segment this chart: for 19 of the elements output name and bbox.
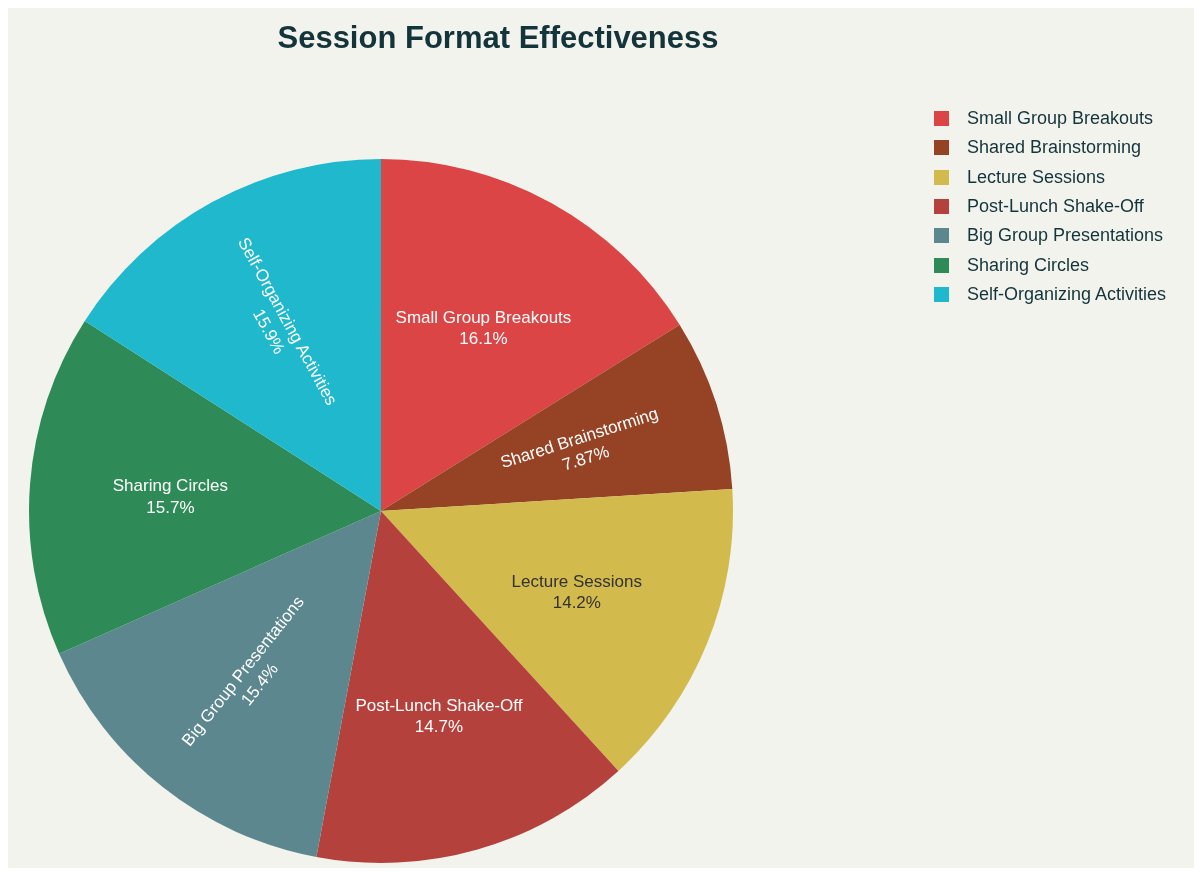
legend-label: Small Group Breakouts: [967, 108, 1154, 130]
legend-label: Self-Organizing Activities: [967, 283, 1167, 305]
data-label: 15.7%: [146, 497, 195, 517]
chart-title: Session Format Effectiveness: [276, 20, 720, 56]
pie-slice: [381, 324, 733, 511]
legend-label: Lecture Sessions: [967, 166, 1106, 188]
legend-label: Shared Brainstorming: [967, 137, 1142, 159]
slice-label: Lecture Sessions: [511, 571, 643, 591]
pie-slice: [381, 159, 680, 511]
slice-label: Post-Lunch Shake-Off: [355, 695, 523, 715]
legend-label: Post-Lunch Shake-Off: [967, 196, 1144, 218]
slice-label: Small Group Breakouts: [395, 307, 572, 327]
data-label: 16.1%: [459, 329, 508, 349]
slice-label: Sharing Circles: [112, 476, 229, 496]
pie-slice: [84, 159, 381, 511]
legend-label: Big Group Presentations: [967, 225, 1164, 247]
data-label: 14.2%: [552, 592, 601, 612]
data-label: 14.7%: [414, 716, 464, 736]
legend-label: Sharing Circles: [967, 254, 1090, 276]
